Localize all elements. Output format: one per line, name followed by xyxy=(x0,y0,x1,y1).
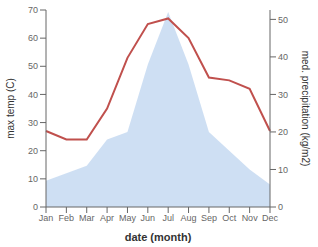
svg-text:Aug: Aug xyxy=(181,213,197,223)
svg-text:Jul: Jul xyxy=(162,213,174,223)
svg-text:med. precipitation (kg/m2): med. precipitation (kg/m2) xyxy=(300,51,310,167)
svg-text:Mar: Mar xyxy=(79,213,95,223)
svg-text:Feb: Feb xyxy=(59,213,75,223)
svg-text:Dec: Dec xyxy=(262,213,279,223)
svg-text:40: 40 xyxy=(278,52,288,62)
svg-text:Jun: Jun xyxy=(141,213,156,223)
svg-text:20: 20 xyxy=(278,127,288,137)
svg-text:Sep: Sep xyxy=(201,213,217,223)
svg-text:Jan: Jan xyxy=(39,213,54,223)
svg-text:30: 30 xyxy=(278,90,288,100)
svg-text:30: 30 xyxy=(28,118,38,128)
svg-text:10: 10 xyxy=(28,174,38,184)
svg-text:Apr: Apr xyxy=(100,213,114,223)
svg-text:Nov: Nov xyxy=(242,213,259,223)
svg-text:40: 40 xyxy=(28,90,38,100)
svg-text:70: 70 xyxy=(28,5,38,15)
svg-text:max temp (C): max temp (C) xyxy=(8,78,16,139)
svg-text:50: 50 xyxy=(278,15,288,25)
svg-text:20: 20 xyxy=(28,146,38,156)
svg-text:0: 0 xyxy=(33,202,38,212)
svg-text:Oct: Oct xyxy=(222,213,237,223)
svg-text:50: 50 xyxy=(28,61,38,71)
svg-text:date (month): date (month) xyxy=(125,231,192,243)
svg-text:May: May xyxy=(119,213,137,223)
svg-text:10: 10 xyxy=(278,165,288,175)
svg-text:60: 60 xyxy=(28,33,38,43)
svg-text:0: 0 xyxy=(278,202,283,212)
